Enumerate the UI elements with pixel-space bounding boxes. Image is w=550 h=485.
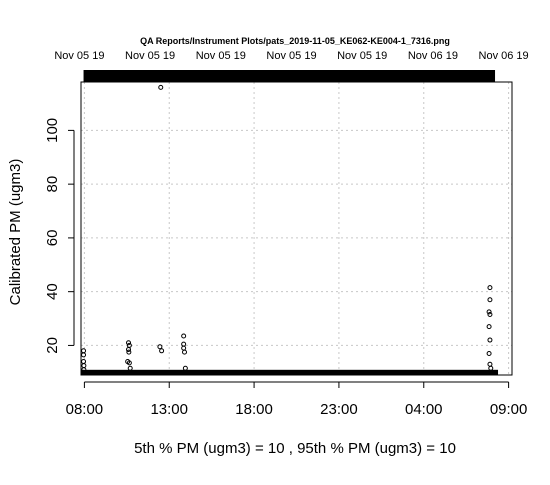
data-point [181, 333, 187, 339]
y-axis-label: Calibrated PM (ugm3) [7, 159, 24, 306]
x-tick-label: 08:00 [66, 401, 104, 418]
x-tick-label: 23:00 [320, 401, 358, 418]
y-axis: 20 40 60 80 100 [44, 118, 75, 354]
top-axis-label: Nov 06 19 [479, 50, 529, 62]
x-tick-label: 13:00 [150, 401, 188, 418]
data-point [182, 349, 188, 355]
x-tick-label: 09:00 [490, 401, 528, 418]
y-tick-label: 80 [44, 176, 61, 193]
baseline-band [80, 369, 499, 375]
data-point [488, 365, 494, 371]
data-point [487, 337, 493, 343]
top-axis-label: Nov 05 19 [337, 50, 387, 62]
data-point [486, 350, 492, 356]
top-axis-label: Nov 05 19 [266, 50, 316, 62]
top-axis-label: Nov 05 19 [196, 50, 246, 62]
data-point [486, 324, 492, 330]
data-point [81, 363, 87, 369]
data-point [182, 365, 188, 371]
active-period-bar [83, 70, 496, 82]
data-point [126, 340, 132, 346]
data-point [487, 361, 493, 367]
x-tick-label: 18:00 [235, 401, 273, 418]
data-point [126, 349, 132, 355]
data-point [157, 344, 163, 350]
data-point [81, 352, 87, 358]
footer-stats: 5th % PM (ugm3) = 10 , 95th % PM (ugm3) … [134, 440, 456, 457]
data-point [159, 348, 165, 354]
data-point [126, 360, 132, 366]
data-point [181, 345, 187, 351]
x-axis: 08:00 13:00 18:00 23:00 04:00 09:00 [66, 381, 528, 418]
y-tick-label: 60 [44, 230, 61, 247]
grid [81, 82, 512, 375]
top-axis-labels: Nov 05 19 Nov 05 19 Nov 05 19 Nov 05 19 Nov … [54, 50, 528, 62]
data-points [81, 84, 494, 373]
data-point [158, 84, 164, 90]
top-axis-label: Nov 05 19 [125, 50, 175, 62]
data-point [487, 297, 493, 303]
y-tick-label: 40 [44, 283, 61, 300]
y-tick-label: 20 [44, 337, 61, 354]
plot-frame [80, 81, 513, 376]
data-point [486, 309, 492, 315]
data-point [181, 341, 187, 347]
x-tick-label: 04:00 [405, 401, 443, 418]
y-tick-label: 100 [44, 118, 61, 143]
data-point [126, 346, 132, 352]
data-point [487, 312, 493, 318]
top-axis-label: Nov 05 19 [54, 50, 104, 62]
chart-title: QA Reports/Instrument Plots/pats_2019-11… [140, 36, 450, 46]
data-point [81, 348, 87, 354]
data-point [81, 359, 87, 365]
data-point [127, 365, 133, 371]
top-axis-label: Nov 06 19 [408, 50, 458, 62]
data-point [487, 285, 493, 291]
